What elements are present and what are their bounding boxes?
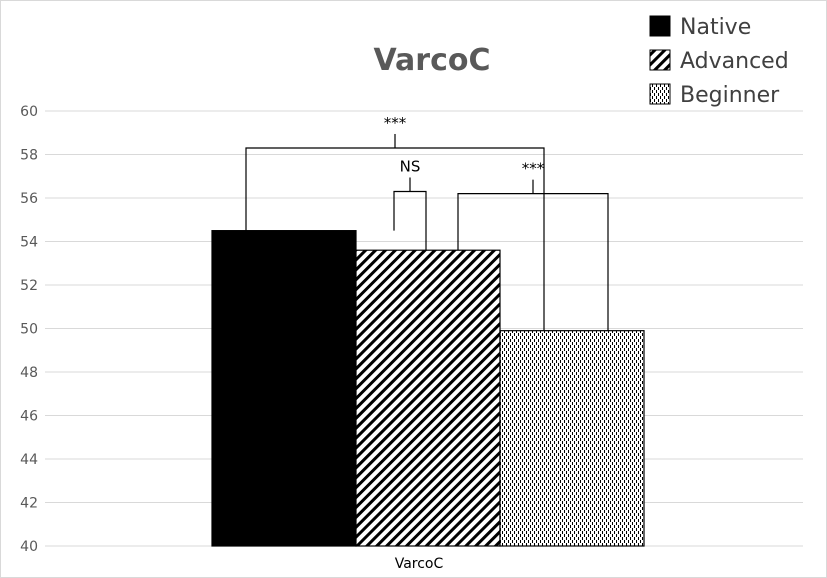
- legend-item-native: Native: [649, 15, 751, 40]
- gridlines: [45, 110, 803, 547]
- legend-label-native: Native: [680, 15, 751, 40]
- y-axis-ticks: 40 42 44 46 48 50 52 54 56 58 60: [20, 104, 38, 555]
- bars: [211, 230, 645, 547]
- y-tick-label: 60: [20, 104, 38, 120]
- bar-advanced: [355, 249, 501, 547]
- significance-label: NS: [400, 157, 421, 175]
- y-tick-label: 52: [20, 278, 38, 294]
- legend: Native Advanced Beginner: [649, 15, 789, 108]
- chart-title: VarcoC: [373, 43, 490, 78]
- significance-brackets: NS *** ***: [245, 114, 609, 331]
- y-tick-label: 56: [20, 191, 38, 207]
- y-tick-label: 58: [20, 148, 38, 164]
- legend-swatch-advanced: [649, 49, 671, 71]
- bar-native: [211, 230, 357, 547]
- y-tick-label: 46: [20, 409, 38, 425]
- x-category-label: VarcoC: [395, 556, 444, 572]
- legend-item-advanced: Advanced: [649, 49, 789, 74]
- significance-label: ***: [522, 160, 545, 178]
- legend-label-advanced: Advanced: [680, 49, 789, 74]
- significance-label: ***: [384, 114, 407, 132]
- y-tick-label: 44: [20, 452, 38, 468]
- bracket-advanced-beginner: ***: [457, 160, 609, 331]
- y-tick-label: 50: [20, 322, 38, 338]
- bracket-native-advanced: NS: [393, 157, 427, 251]
- legend-swatch-beginner: [649, 83, 671, 105]
- bracket-native-beginner: ***: [245, 114, 545, 331]
- y-tick-label: 48: [20, 365, 38, 381]
- legend-item-beginner: Beginner: [649, 83, 780, 108]
- y-tick-label: 42: [20, 496, 38, 512]
- y-tick-label: 40: [20, 539, 38, 555]
- legend-label-beginner: Beginner: [680, 83, 780, 108]
- bar-beginner: [499, 330, 645, 547]
- legend-swatch-native: [649, 15, 671, 37]
- y-tick-label: 54: [20, 235, 38, 251]
